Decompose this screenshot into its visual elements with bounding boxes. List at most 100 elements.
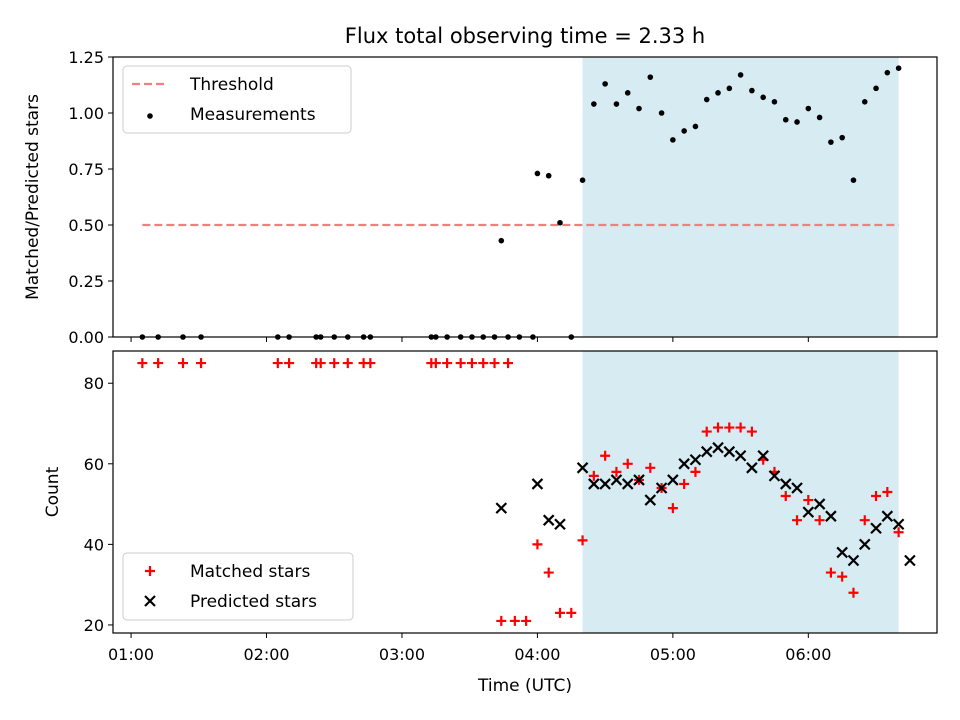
matched-star-point [532,539,543,550]
measurement-point [850,177,857,183]
predicted-star-point [892,518,905,531]
predicted-star-point [791,482,803,494]
predicted-star-point [599,478,611,490]
measurement-point [658,110,665,116]
measurement-point [715,90,721,96]
legend-label: Threshold [189,75,274,95]
observing-window-highlight [582,351,899,633]
matched-star-point [153,358,164,369]
measurement-point [771,99,778,105]
predicted-star-point [588,478,600,490]
matched-star-point [859,515,870,526]
legend: Threshold Measurements [122,65,352,134]
matched-star-point [667,503,678,514]
measurement-point [749,87,755,94]
measurement-point [884,69,891,76]
matched-star-point [600,450,611,461]
matched-star-point [837,571,848,582]
y-tick-label: 20 [84,616,104,635]
measurement-point [737,72,744,78]
measurement-point [839,134,845,141]
axes-frame [112,56,938,338]
matched-star-point [701,426,712,437]
predicted-star-point [734,449,747,462]
predicted-star-point [621,478,634,490]
matched-star-point [792,515,803,526]
matched-star-point [503,358,514,369]
predicted-star-point [768,470,781,482]
observing-window-highlight [582,57,899,337]
legend-box [122,552,354,621]
matched-star-point [825,567,836,578]
predicted-star-point [870,522,882,535]
predicted-star-point [576,462,589,474]
predicted-star-point [802,506,815,518]
chart-title: Flux total observing time = 2.33 h [345,24,705,48]
measurement-point [895,65,902,71]
legend-measurement-swatch [147,113,153,119]
measurement-point [591,101,597,107]
measurement-point [828,139,834,145]
x-tick-label: 02:00 [243,645,289,664]
matched-star-point [496,615,507,626]
predicted-star-point [757,449,769,462]
predicted-star-point [667,474,679,486]
measurement-point [613,101,620,107]
measurement-point [545,172,552,179]
x-axis-label: Time (UTC) [477,676,572,696]
matched-star-point [848,587,859,598]
predicted-star-point [847,554,860,567]
measurement-point [805,105,812,112]
matched-star-point [746,426,757,437]
measurement-point [782,116,789,123]
matched-star-point [329,358,340,369]
axes-frame [112,350,938,634]
predicted-star-point [746,462,758,474]
y-tick-label: 40 [84,535,104,554]
predicted-star-point [858,538,871,551]
measurement-point [794,119,800,125]
y-tick-label: 80 [84,374,104,393]
predicted-star-point [554,518,566,531]
measurement-point [624,90,631,96]
bottom-panel: 20 40 60 80 01:00 02:00 03:00 04:00 05:00 06:00 Co… [43,350,938,664]
predicted-star-point [644,494,657,506]
legend-matched-swatch [145,566,155,576]
predicted-star-point [678,458,690,470]
measurement-point [602,81,608,87]
matched-star-point [611,466,622,477]
predicted-star-point [723,445,736,458]
matched-star-point [679,478,690,489]
measurement-point [579,177,586,183]
matched-star-point [871,491,882,502]
matched-star-point [803,495,814,506]
predicted-star-point [836,546,848,559]
predicted-star-point [633,474,645,486]
matched-star-point [284,358,295,369]
matched-star-point [466,358,477,369]
measurement-point [647,74,654,80]
predicted-star-point [610,474,623,486]
measurement-point [703,96,710,103]
matched-star-point [566,607,577,618]
measurement-point [636,105,642,112]
measurement-point [670,137,676,143]
predicted-star-point [779,478,792,490]
top-panel: 0.00 0.25 0.50 0.75 1.00 1.25 Matched/Predicte… [23,48,938,347]
measurement-point [816,114,823,121]
measurement-point [760,94,766,101]
matched-star-point [177,358,188,369]
matched-star-point [645,462,656,473]
predicted-star-point [689,453,702,466]
x-tick-label: 03:00 [379,645,425,664]
matched-star-point [272,358,283,369]
matched-star-point [442,358,453,369]
y-tick-label: 1.00 [68,104,104,123]
predicted-star-point [542,514,555,526]
measurement-point [557,219,563,226]
matched-star-point [509,615,520,626]
measurement-point [498,237,505,244]
y-tick-label: 60 [84,455,104,474]
predicted-star-point [904,554,916,567]
